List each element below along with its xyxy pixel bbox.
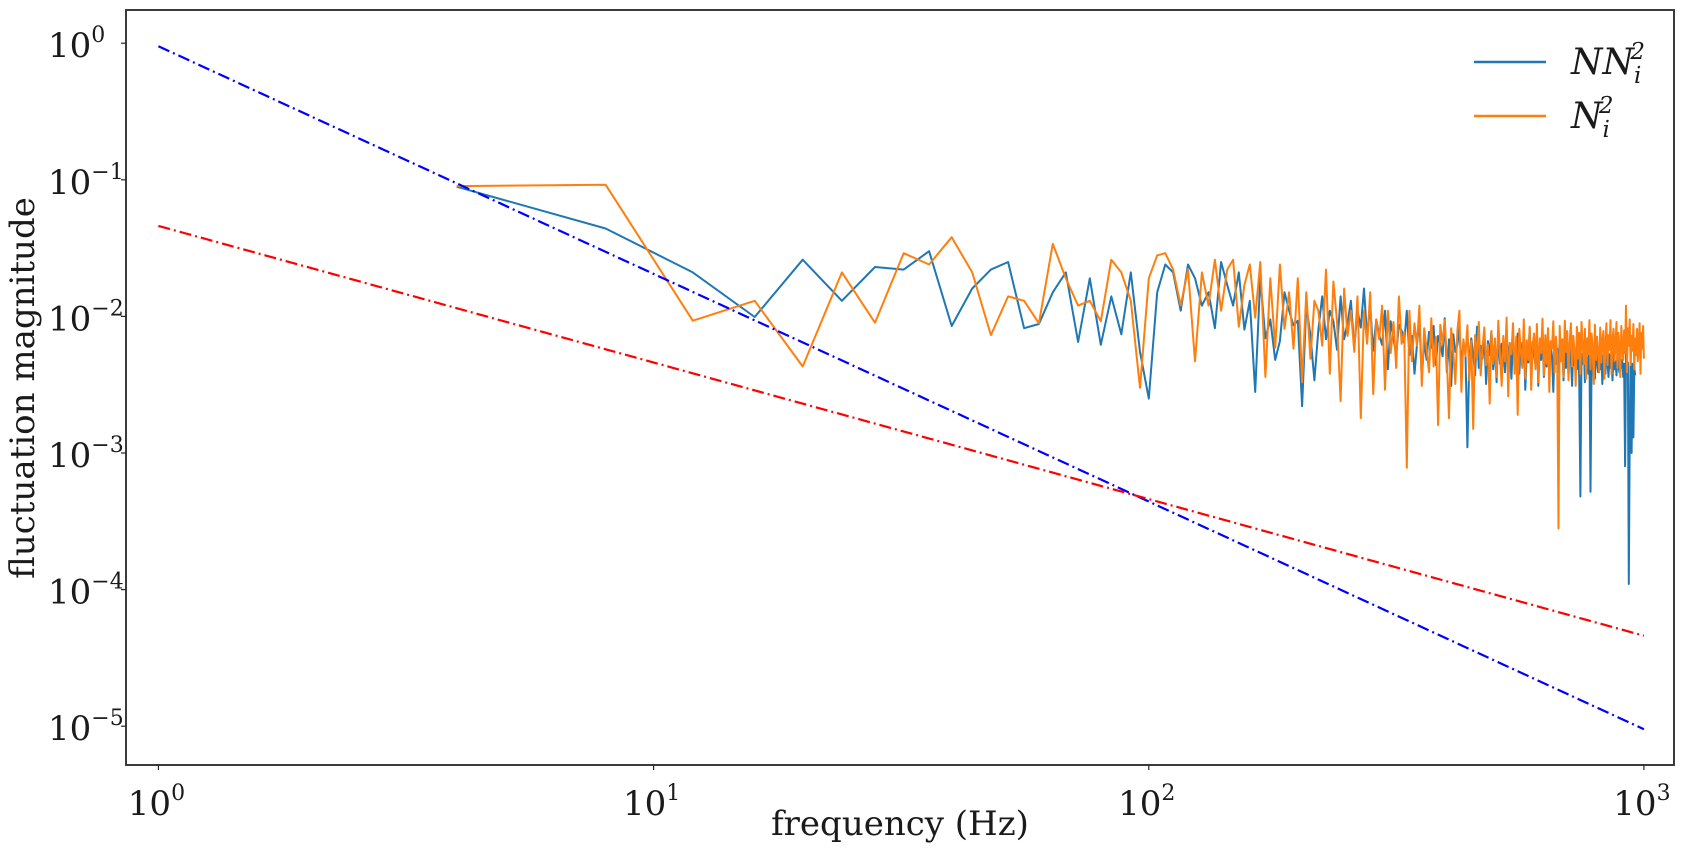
plot-frame — [125, 9, 1675, 766]
y-tick-label: 100 — [48, 23, 105, 66]
series-line-1 — [456, 183, 1645, 530]
plot-lines — [157, 45, 1645, 731]
y-tick-label: 10−1 — [48, 160, 124, 203]
y-tick-label: 10−5 — [48, 706, 124, 749]
series-line-0 — [456, 185, 1637, 585]
legend-entry: Ni2 — [1570, 93, 1614, 143]
tick-labels: 100 101 102 103 100 10−1 10−2 10−3 10−4 10−5 — [48, 23, 1671, 824]
y-tick-label: 10−2 — [48, 296, 124, 339]
x-axis-label: frequency (Hz) — [771, 804, 1029, 844]
x-tick-label: 101 — [623, 781, 680, 824]
y-tick-label: 10−3 — [48, 433, 124, 476]
y-tick-label: 10−4 — [48, 570, 124, 613]
series-line-3 — [158, 224, 1645, 637]
legend-entry: NNi2 — [1570, 39, 1645, 89]
y-axis-label: fluctuation magnitude — [3, 197, 43, 579]
x-tick-label: 102 — [1118, 781, 1175, 824]
x-tick-label: 100 — [128, 781, 185, 824]
x-tick-label: 103 — [1613, 781, 1670, 824]
series-line-2 — [157, 45, 1645, 731]
